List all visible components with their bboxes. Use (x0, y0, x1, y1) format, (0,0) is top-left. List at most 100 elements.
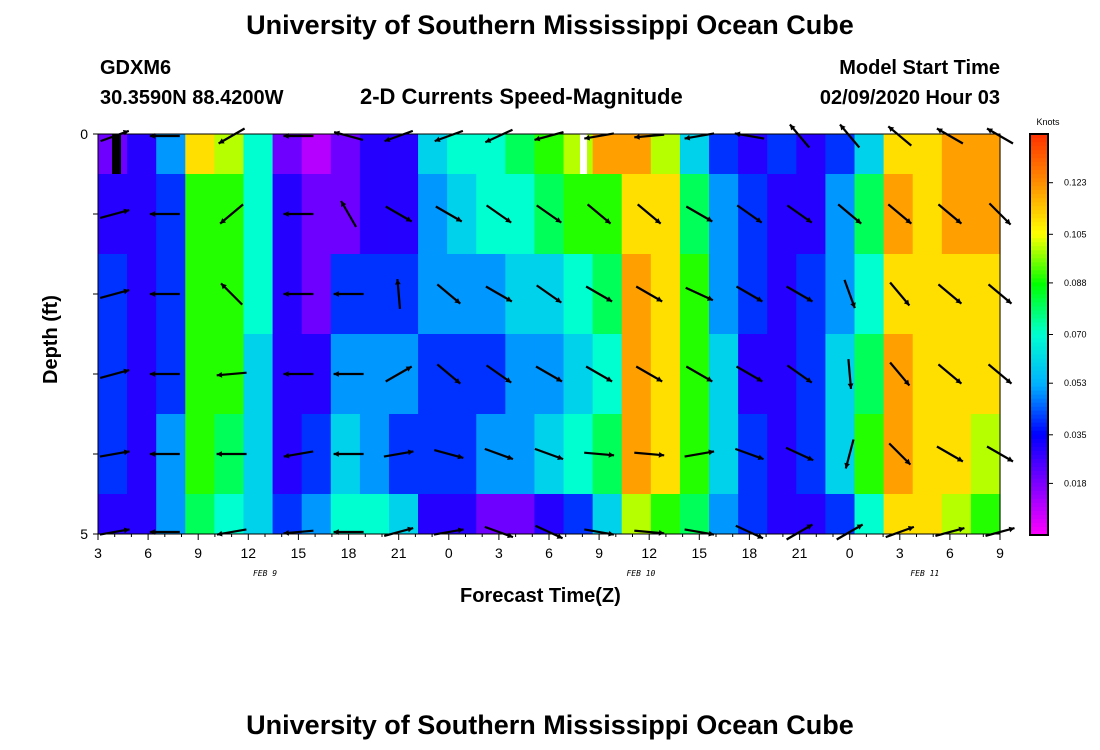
colorbar-segment (1030, 146, 1048, 151)
current-vector-head (903, 379, 910, 386)
colorbar-segment (1030, 430, 1048, 436)
current-vector-head (706, 216, 713, 222)
current-vector-head (955, 298, 962, 304)
heat-cell (767, 414, 797, 494)
current-vector-head (936, 128, 943, 134)
heat-cell (156, 134, 186, 174)
heat-cell (505, 254, 536, 334)
colorbar-segment (1030, 186, 1048, 191)
colorbar-segment (1030, 194, 1048, 199)
y-tick-label: 0 (80, 126, 88, 142)
heat-cell (709, 254, 739, 334)
current-vector-head (708, 449, 715, 456)
current-vector-head (684, 134, 691, 141)
heat-cell (709, 334, 739, 414)
heat-cell (505, 174, 536, 254)
colorbar-segment (1030, 218, 1048, 223)
x-tick-label: 15 (291, 545, 307, 561)
heat-cell (185, 134, 215, 174)
current-vector-head (395, 279, 401, 285)
current-vector-head (1005, 298, 1012, 304)
station-id: GDXM6 (100, 57, 172, 79)
current-vector-head (805, 217, 812, 223)
heat-cell (709, 494, 739, 534)
heat-cell (388, 134, 419, 174)
heat-cell (679, 254, 710, 334)
current-vector-head (903, 299, 910, 306)
colorbar-segment (1030, 190, 1048, 195)
current-vector-head (608, 452, 615, 458)
heat-cell (214, 254, 245, 334)
colorbar-segment (1030, 530, 1048, 536)
colorbar-segment (1030, 406, 1048, 412)
colorbar-segment (1030, 522, 1048, 528)
current-vector-head (556, 533, 563, 539)
heat-cell (854, 134, 885, 174)
heat-cell (243, 334, 274, 414)
station-coords: 30.3590N 88.4200W (100, 87, 284, 109)
current-vector-head (455, 216, 462, 222)
x-tick-label: 3 (94, 545, 102, 561)
heat-cell (825, 494, 856, 534)
x-tick-label: 15 (692, 545, 708, 561)
current-vector-head (149, 451, 156, 457)
current-vector-head (123, 449, 130, 456)
current-vector-head (658, 452, 665, 458)
heat-cell (912, 334, 943, 414)
heat-cell (505, 134, 536, 174)
heat-cell (447, 334, 477, 414)
colorbar-segment (1030, 502, 1048, 508)
current-vector-head (505, 377, 512, 383)
current-vector-head (333, 291, 339, 297)
colorbar-segment (1030, 358, 1048, 364)
page-title-bottom: University of Southern Mississippi Ocean… (246, 710, 854, 740)
colorbar-segment (1030, 334, 1048, 340)
colorbar-segment (1030, 450, 1048, 456)
heat-cell (912, 134, 943, 174)
heat-cell (854, 254, 885, 334)
current-vector-head (956, 456, 963, 462)
heat-cell (185, 334, 215, 414)
colorbar-segment (1030, 262, 1048, 267)
colorbar-segment (1030, 290, 1048, 295)
current-vector-head (434, 136, 441, 142)
heat-cell (359, 174, 390, 254)
heat-cell (883, 494, 914, 534)
current-vector-head (123, 288, 130, 295)
model-start-value: 02/09/2020 Hour 03 (819, 87, 1000, 109)
current-vector-head (123, 208, 130, 215)
current-vector-head (604, 218, 611, 224)
colorbar-segment (1030, 446, 1048, 452)
current-vector-head (149, 529, 156, 535)
colorbar-segment (1030, 426, 1048, 432)
colorbar-segment (1030, 234, 1048, 239)
current-vector-head (844, 462, 850, 469)
heat-cell (592, 494, 623, 534)
heat-cell (767, 174, 797, 254)
colorbar-segment (1030, 286, 1048, 291)
heat-cell (679, 494, 710, 534)
colorbar-segment (1030, 270, 1048, 275)
heat-cell (388, 254, 419, 334)
colorbar-segment (1030, 278, 1048, 283)
heat-cell (709, 414, 739, 494)
colorbar-segment (1030, 158, 1048, 163)
colorbar-segment (1030, 134, 1048, 139)
heat-cell (592, 134, 623, 174)
current-vector-head (1007, 456, 1013, 462)
colorbar-segment (1030, 214, 1048, 219)
heat-cell (563, 174, 594, 254)
heat-cell (243, 174, 274, 254)
colorbar-segment (1030, 414, 1048, 420)
colorbar-tick-label: 0.105 (1064, 229, 1087, 239)
heat-cell (970, 494, 1001, 534)
heat-cell (359, 254, 390, 334)
heat-cell (941, 414, 972, 494)
x-tick-label: 12 (241, 545, 257, 561)
heat-cell (621, 254, 652, 334)
colorbar-segment (1030, 178, 1048, 183)
heat-cell (738, 494, 768, 534)
current-vector-head (457, 527, 464, 534)
heat-cell (563, 134, 594, 174)
colorbar-segment (1030, 362, 1048, 368)
